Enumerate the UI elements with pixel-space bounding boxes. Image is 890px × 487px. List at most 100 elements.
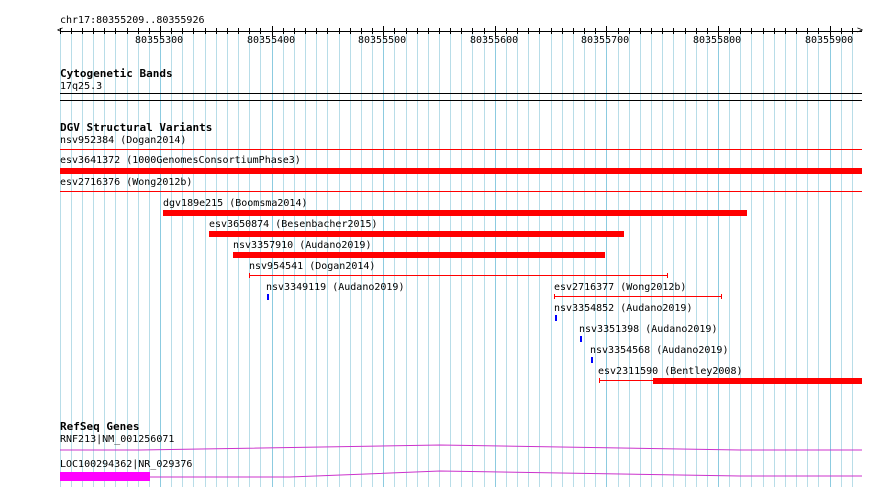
scroll-right-arrow[interactable]: > — [857, 25, 864, 36]
ruler-tick-label: 80355400 — [247, 35, 296, 46]
ruler-tick — [171, 28, 172, 34]
grid-minor-line — [629, 30, 630, 487]
ruler-tick — [93, 28, 94, 34]
ruler-tick-label: 80355700 — [581, 35, 630, 46]
grid-minor-line — [539, 30, 540, 487]
ruler-tick — [740, 28, 741, 34]
variant-feature[interactable] — [653, 378, 862, 384]
ruler-tick — [339, 28, 340, 34]
grid-minor-line — [551, 30, 552, 487]
ruler-tick — [394, 28, 395, 34]
grid-minor-line — [205, 30, 206, 487]
ruler-tick — [606, 26, 607, 36]
refseq-track-title[interactable]: RefSeq Genes — [60, 420, 140, 433]
grid-minor-line — [372, 30, 373, 487]
ruler-tick — [818, 28, 819, 34]
variant-feature[interactable] — [60, 149, 862, 150]
grid-minor-line — [841, 30, 842, 487]
ruler-tick — [640, 28, 641, 34]
variant-label: nsv3354852 (Audano2019) — [554, 303, 693, 314]
variant-end-cap — [667, 273, 668, 278]
variant-label: esv2716376 (Wong2012b) — [60, 177, 193, 188]
cytoband-band[interactable] — [60, 93, 862, 94]
ruler-tick — [707, 28, 708, 34]
ruler-tick — [495, 26, 496, 36]
grid-minor-line — [472, 30, 473, 487]
ruler-tick — [182, 28, 183, 34]
gene-intron-line[interactable] — [0, 444, 890, 454]
grid-major-line — [495, 30, 496, 487]
ruler-tick — [71, 28, 72, 34]
grid-major-line — [718, 30, 719, 487]
ruler-tick — [751, 28, 752, 34]
ruler-tick — [82, 28, 83, 34]
grid-minor-line — [216, 30, 217, 487]
variant-feature[interactable] — [554, 296, 722, 297]
ruler-tick — [439, 28, 440, 34]
gene-intron-path — [60, 444, 862, 451]
variant-end-cap — [554, 294, 555, 299]
grid-minor-line — [227, 30, 228, 487]
variant-feature[interactable] — [163, 210, 747, 216]
dgv-track-title[interactable]: DGV Structural Variants — [60, 121, 213, 134]
variant-feature[interactable] — [209, 231, 624, 237]
variant-feature[interactable] — [591, 357, 593, 363]
ruler-tick — [450, 28, 451, 34]
variant-feature[interactable] — [267, 294, 269, 300]
ruler-tick — [406, 28, 407, 34]
variant-feature[interactable] — [580, 336, 582, 342]
ruler-tick — [651, 28, 652, 34]
grid-minor-line — [528, 30, 529, 487]
variant-feature[interactable] — [555, 315, 557, 321]
variant-label: nsv952384 (Dogan2014) — [60, 135, 187, 146]
grid-minor-line — [193, 30, 194, 487]
variant-end-cap — [249, 273, 250, 278]
variant-label: nsv3351398 (Audano2019) — [579, 324, 718, 335]
ruler-tick — [205, 28, 206, 34]
cytoband-track-title[interactable]: Cytogenetic Bands — [60, 67, 173, 80]
gene-exon-block[interactable] — [60, 472, 150, 481]
ruler-tick-label: 80355600 — [470, 35, 519, 46]
ruler-tick — [573, 28, 574, 34]
ruler-tick — [272, 26, 273, 36]
variant-feature[interactable] — [60, 191, 862, 192]
variant-feature[interactable] — [249, 275, 668, 276]
track-separator — [60, 100, 862, 101]
variant-feature[interactable] — [233, 252, 605, 258]
ruler-tick — [551, 28, 552, 34]
ruler-tick — [539, 28, 540, 34]
grid-minor-line — [417, 30, 418, 487]
ruler-tick — [506, 28, 507, 34]
ruler-tick — [417, 28, 418, 34]
variant-label: dgv189e215 (Boomsma2014) — [163, 198, 308, 209]
ruler-tick — [138, 28, 139, 34]
grid-minor-line — [339, 30, 340, 487]
ruler-tick — [372, 28, 373, 34]
grid-minor-line — [640, 30, 641, 487]
ruler-tick — [673, 28, 674, 34]
grid-major-line — [606, 30, 607, 487]
grid-minor-line — [818, 30, 819, 487]
ruler-tick — [472, 28, 473, 34]
variant-feature[interactable] — [60, 168, 862, 174]
grid-minor-line — [517, 30, 518, 487]
grid-minor-line — [807, 30, 808, 487]
grid-minor-line — [707, 30, 708, 487]
grid-minor-line — [283, 30, 284, 487]
grid-minor-line — [394, 30, 395, 487]
ruler-tick — [193, 28, 194, 34]
variant-label: nsv3354568 (Audano2019) — [590, 345, 729, 356]
grid-minor-line — [127, 30, 128, 487]
grid-minor-line — [751, 30, 752, 487]
grid-minor-line — [595, 30, 596, 487]
variant-label: esv2716377 (Wong2012b) — [554, 282, 687, 293]
grid-minor-line — [182, 30, 183, 487]
grid-minor-line — [685, 30, 686, 487]
grid-minor-line — [785, 30, 786, 487]
ruler-tick-label: 80355900 — [805, 35, 854, 46]
variant-feature[interactable] — [599, 380, 654, 381]
gene-intron-line[interactable] — [0, 468, 890, 480]
ruler-tick — [104, 28, 105, 34]
grid-minor-line — [138, 30, 139, 487]
